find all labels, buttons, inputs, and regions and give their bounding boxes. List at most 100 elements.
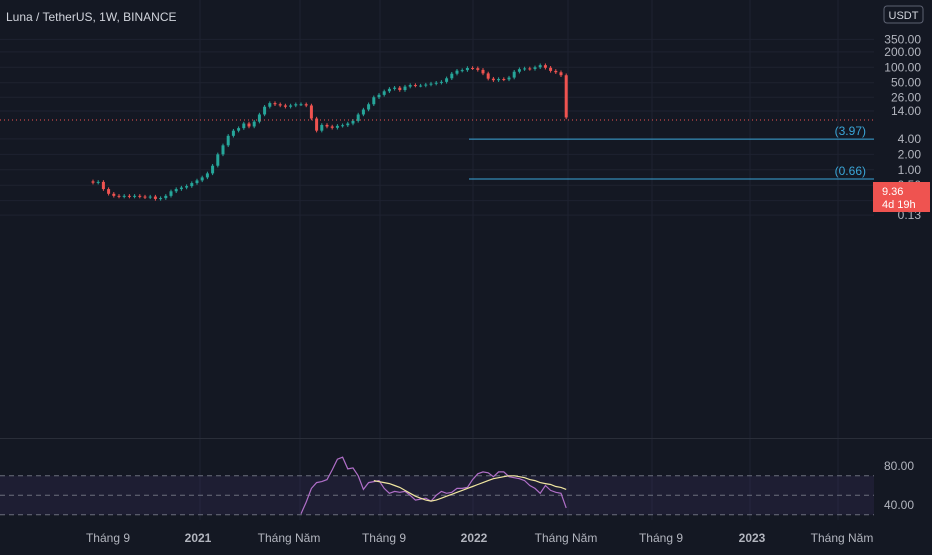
candle[interactable] — [247, 121, 251, 129]
candle[interactable] — [528, 66, 532, 71]
candle[interactable] — [497, 77, 501, 82]
candle[interactable] — [523, 66, 527, 71]
candle[interactable] — [148, 194, 152, 200]
currency-badge[interactable]: USDT — [883, 5, 924, 24]
candle[interactable] — [335, 124, 339, 130]
candle[interactable] — [268, 101, 272, 109]
time-axis[interactable]: Tháng 9 2021 Tháng Năm Tháng 9 2022 Tháng Năm… — [86, 531, 873, 545]
candle[interactable] — [481, 68, 485, 76]
candle[interactable] — [112, 192, 116, 198]
candle[interactable] — [549, 66, 553, 73]
candle[interactable] — [200, 175, 204, 183]
candle[interactable] — [372, 95, 376, 106]
candle[interactable] — [341, 123, 345, 128]
candle[interactable] — [117, 194, 121, 199]
candle[interactable] — [294, 102, 298, 108]
candle[interactable] — [164, 194, 168, 200]
candle[interactable] — [486, 71, 490, 81]
candle[interactable] — [512, 70, 516, 80]
candle[interactable] — [559, 70, 563, 77]
candle[interactable] — [309, 103, 313, 121]
candle[interactable] — [408, 83, 412, 89]
candle[interactable] — [507, 75, 511, 82]
candle[interactable] — [122, 194, 126, 199]
candle[interactable] — [299, 102, 303, 106]
candle[interactable] — [133, 194, 137, 199]
candle[interactable] — [476, 66, 480, 72]
candle[interactable] — [460, 68, 464, 73]
candle[interactable] — [315, 116, 319, 133]
candle[interactable] — [330, 124, 334, 130]
candle[interactable] — [237, 126, 241, 133]
candle[interactable] — [289, 103, 293, 109]
rsi-ma-line[interactable] — [373, 475, 567, 502]
candle[interactable] — [465, 66, 469, 72]
candle[interactable] — [382, 89, 386, 97]
candle[interactable] — [491, 76, 495, 82]
level-lines[interactable]: (3.97) (0.66) — [469, 124, 874, 180]
candle[interactable] — [252, 119, 256, 129]
candle[interactable] — [304, 102, 308, 108]
candle[interactable] — [185, 184, 189, 190]
candle[interactable] — [278, 102, 282, 108]
candle[interactable] — [351, 119, 355, 126]
candle[interactable] — [221, 143, 225, 157]
candle[interactable] — [159, 196, 163, 201]
candle[interactable] — [361, 107, 365, 117]
candle[interactable] — [439, 80, 443, 85]
candle[interactable] — [263, 105, 267, 117]
candle[interactable] — [101, 180, 105, 191]
candle[interactable] — [517, 67, 521, 74]
candle[interactable] — [356, 112, 360, 123]
candle[interactable] — [190, 181, 194, 188]
candle[interactable] — [257, 112, 261, 124]
candle[interactable] — [419, 83, 423, 88]
candle[interactable] — [91, 179, 95, 185]
candle[interactable] — [367, 102, 371, 112]
candle[interactable] — [564, 73, 568, 120]
candle[interactable] — [450, 71, 454, 81]
candle[interactable] — [413, 83, 417, 88]
candle[interactable] — [211, 164, 215, 176]
candle[interactable] — [325, 123, 329, 129]
candle[interactable] — [538, 63, 542, 70]
candle[interactable] — [107, 187, 111, 196]
candle[interactable] — [393, 85, 397, 91]
candle[interactable] — [226, 134, 230, 148]
candle[interactable] — [377, 93, 381, 99]
candle[interactable] — [205, 171, 209, 180]
candle[interactable] — [403, 84, 407, 92]
candle[interactable] — [502, 77, 506, 82]
candle[interactable] — [153, 194, 157, 201]
candle[interactable] — [387, 87, 391, 94]
candle[interactable] — [283, 103, 287, 109]
candle[interactable] — [455, 68, 459, 76]
candle[interactable] — [434, 81, 438, 86]
candle[interactable] — [179, 185, 183, 191]
candle[interactable] — [273, 101, 277, 106]
candle[interactable] — [195, 178, 199, 185]
candle[interactable] — [543, 63, 547, 70]
candlestick-series[interactable] — [91, 63, 568, 201]
candle[interactable] — [231, 128, 235, 138]
candle[interactable] — [143, 194, 147, 200]
rsi-line[interactable] — [300, 456, 567, 515]
candle[interactable] — [398, 85, 402, 92]
candle[interactable] — [554, 69, 558, 74]
candle[interactable] — [138, 194, 142, 199]
candle[interactable] — [242, 121, 246, 130]
candle[interactable] — [533, 65, 537, 71]
candle[interactable] — [96, 180, 100, 185]
candle[interactable] — [445, 76, 449, 84]
candle[interactable] — [127, 194, 131, 199]
candle[interactable] — [424, 82, 428, 88]
candle[interactable] — [346, 121, 350, 127]
candle[interactable] — [174, 187, 178, 194]
candle[interactable] — [471, 66, 475, 70]
candle[interactable] — [429, 81, 433, 87]
candle[interactable] — [169, 189, 173, 198]
candle[interactable] — [216, 152, 220, 168]
candle[interactable] — [320, 123, 324, 133]
